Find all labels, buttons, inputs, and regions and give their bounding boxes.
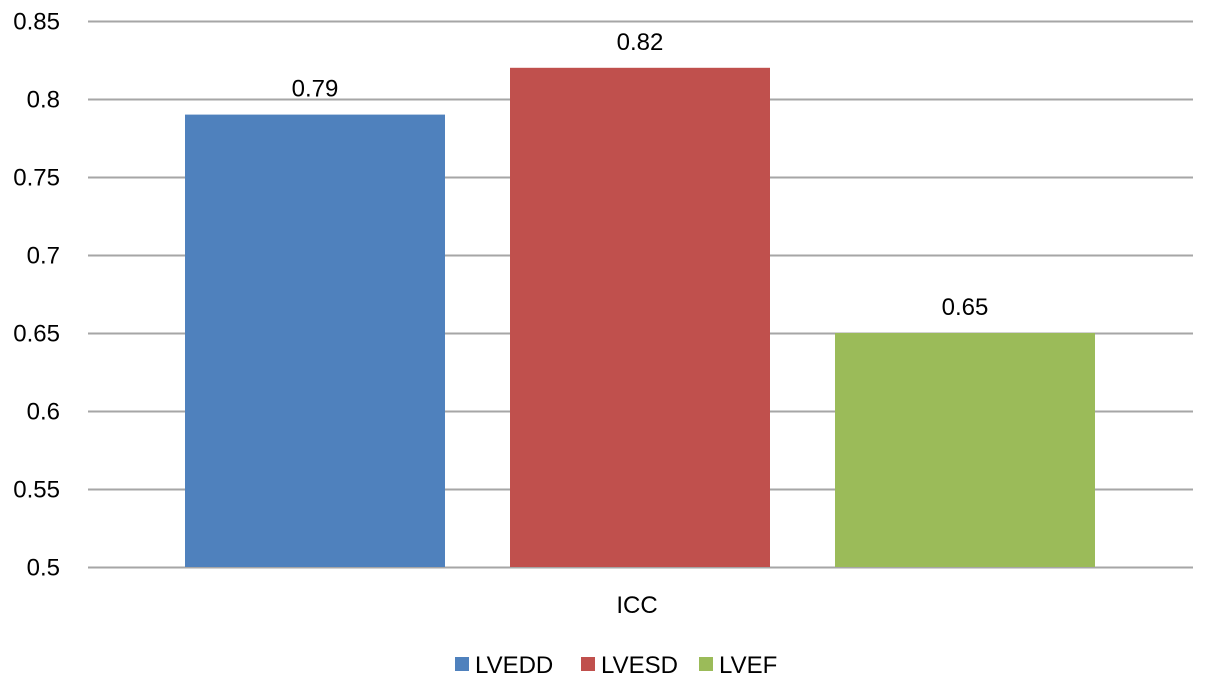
x-category-label: ICC <box>616 592 657 619</box>
y-axis-tick-labels: 0.5 0.55 0.6 0.65 0.7 0.75 0.8 0.85 <box>13 9 60 582</box>
legend-swatch <box>699 657 713 671</box>
y-tick-label: 0.8 <box>27 87 60 114</box>
bar-lvef <box>835 333 1095 567</box>
legend-label: LVESD <box>601 652 678 679</box>
y-tick-label: 0.6 <box>27 399 60 426</box>
y-tick-label: 0.75 <box>13 165 60 192</box>
data-labels: 0.79 0.82 0.65 <box>292 29 989 321</box>
legend-label: LVEDD <box>475 652 553 679</box>
y-tick-label: 0.5 <box>27 555 60 582</box>
data-label-lvesd: 0.82 <box>617 29 664 56</box>
bar-lvedd <box>185 114 445 567</box>
data-label-lvedd: 0.79 <box>292 76 339 103</box>
bars <box>185 67 1095 568</box>
y-tick-label: 0.85 <box>13 9 60 36</box>
y-tick-label: 0.7 <box>27 243 60 270</box>
y-tick-label: 0.65 <box>13 321 60 348</box>
x-axis-category-labels: ICC <box>616 592 657 619</box>
legend: LVEDD LVESD LVEF <box>455 652 777 679</box>
data-label-lvef: 0.65 <box>942 294 989 321</box>
legend-item-lvesd: LVESD <box>581 652 678 679</box>
legend-label: LVEF <box>719 652 777 679</box>
legend-item-lvef: LVEF <box>699 652 777 679</box>
bar-lvesd <box>510 67 770 568</box>
y-tick-label: 0.55 <box>13 477 60 504</box>
legend-item-lvedd: LVEDD <box>455 652 553 679</box>
legend-swatch <box>455 657 469 671</box>
legend-swatch <box>581 657 595 671</box>
